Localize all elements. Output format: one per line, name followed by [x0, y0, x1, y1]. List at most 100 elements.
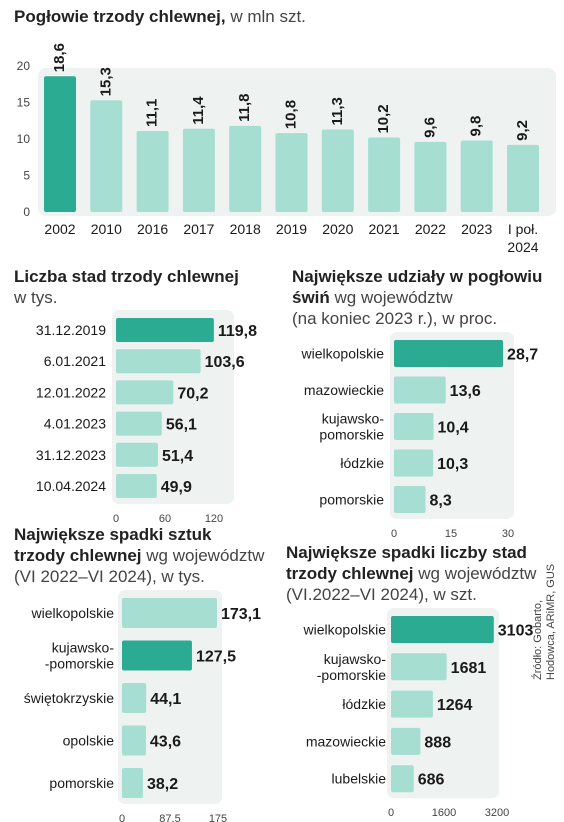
chart1-subtitle: w mln szt. [230, 7, 306, 26]
chart1-bar [460, 140, 493, 212]
chart1-data-label: 10,8 [282, 100, 299, 129]
chart2-bar [116, 411, 162, 436]
chart1-title: Pogłowie trzody chlewnej, w mln szt. [14, 6, 306, 27]
source-note: Źródło: Gobarto, Hodowca, ARiMR, GUS [532, 564, 558, 680]
chart3-bar [394, 486, 426, 513]
chart1-xtick: 2023 [461, 221, 492, 237]
chart4-subtitle: wg województw [146, 546, 265, 565]
chart1-bar [414, 141, 447, 212]
chart4-subtitle-2: (VI 2022–VI 2024), w tys. [14, 567, 205, 586]
chart1-data-label: 11,8 [236, 93, 253, 121]
chart2-category-label: 6.01.2021 [44, 353, 106, 369]
chart4-bar [122, 598, 217, 628]
chart2-category-label: 10.04.2024 [36, 478, 106, 494]
chart3-category-label-line2: pomorskie [319, 427, 384, 443]
chart5-title-bold-2: trzody chlewnej [286, 564, 414, 583]
chart3-title: Największe udziały w pogłowiu świń wg wo… [292, 266, 542, 329]
chart3-xtick: 15 [445, 528, 457, 540]
chart2-data-label: 119,8 [218, 323, 257, 340]
chart1-data-label: 11,1 [144, 99, 161, 127]
chart2-xtick: 0 [113, 513, 119, 525]
chart2-bar [116, 442, 158, 467]
source-line-1: Źródło: Gobarto, [532, 599, 544, 680]
chart4-category-label: świętokrzyskie [24, 690, 114, 706]
chart1-xtick: 2010 [91, 221, 122, 237]
chart5-subtitle-2: (VI.2022–VI 2024), w szt. [286, 585, 477, 604]
chart1-bar [44, 76, 76, 212]
chart4-xtick: 0 [119, 813, 125, 822]
chart3-subtitle: wg województw [334, 288, 453, 307]
chart3-category-label: kujawsko- [322, 411, 385, 427]
source-line-2: Hodowca, ARiMR, GUS [545, 563, 557, 680]
chart1-data-label: 11,4 [190, 96, 207, 125]
chart1-xtick: 2002 [44, 221, 75, 237]
chart1-title-bold: Pogłowie trzody chlewnej, [14, 7, 226, 26]
chart2-subtitle: w tys. [14, 288, 58, 307]
chart1-data-label: 10,2 [375, 104, 392, 133]
chart4-bar [122, 725, 146, 756]
chart1-bar [90, 100, 123, 212]
chart5-data-label: 686 [418, 772, 445, 789]
chart2-category-label: 31.12.2023 [36, 447, 106, 463]
chart4-data-label: 44,1 [150, 691, 181, 708]
chart1-xtick: 2021 [369, 221, 400, 237]
chart4-xtick: 175 [209, 813, 227, 822]
chart1-xtick: 2016 [137, 221, 168, 237]
chart2-data-label: 56,1 [166, 417, 197, 434]
chart1-xtick: I poł. [508, 221, 538, 237]
chart4-data-label: 43,6 [150, 734, 181, 751]
chart1-bar [275, 133, 308, 212]
chart5-category-label: kujawsko- [324, 651, 387, 667]
chart5-data-label: 1264 [437, 697, 473, 714]
chart2-data-label: 49,9 [161, 479, 192, 496]
chart3-category-label: wielkopolskie [301, 346, 385, 362]
chart4-category-label: pomorskie [49, 775, 114, 791]
chart5-xtick: 0 [388, 807, 394, 819]
chart1-bar [136, 130, 169, 212]
chart5-xtick: 1600 [432, 807, 456, 819]
chart2-xtick: 120 [205, 513, 223, 525]
chart1-data-label: 9,2 [514, 120, 531, 141]
chart1-bar [321, 129, 354, 212]
chart4-bar [122, 640, 192, 671]
chart4-title-bold: Największe spadki sztuk [14, 525, 212, 544]
chart5-bar [391, 616, 494, 643]
chart3-bar [394, 449, 434, 477]
chart3-subtitle-2: (na koniec 2023 r.), w proc. [292, 309, 498, 328]
chart1-bar [229, 125, 262, 212]
chart1-data-label: 11,3 [329, 97, 346, 125]
chart2-data-label: 103,6 [205, 354, 245, 371]
chart5-bar [391, 653, 447, 681]
chart5-category-label: wielkopolskie [303, 622, 387, 638]
chart4-category-label: wielkopolskie [31, 605, 115, 621]
chart5-data-label: 1681 [451, 660, 487, 677]
chart4-data-label: 38,2 [147, 776, 178, 793]
chart5-data-label: 3103 [498, 623, 534, 640]
chart1-bar [368, 137, 401, 212]
chart3-data-label: 13,6 [450, 383, 481, 400]
chart2-xtick: 60 [159, 513, 171, 525]
chart4-data-label: 173,1 [221, 606, 261, 623]
chart3-data-label: 28,7 [507, 347, 538, 364]
chart4-bar [122, 768, 143, 798]
chart2-title-bold: Liczba stad trzody chlewnej [14, 267, 239, 286]
chart1-data-label: 9,8 [468, 116, 485, 137]
chart4-category-label: kujawsko- [52, 640, 115, 656]
chart1-bar [182, 128, 215, 212]
chart2-bar [116, 474, 157, 498]
chart5-category-label: lubelskie [332, 771, 387, 787]
chart4-title: Największe spadki sztuk trzody chlewnej … [14, 524, 264, 587]
chart3-data-label: 10,3 [437, 456, 468, 473]
chart4-category-label-line2: -pomorskie [45, 656, 114, 672]
chart2-category-label: 12.01.2022 [36, 384, 106, 400]
chart5-bar [391, 765, 414, 793]
chart1-ytick: 0 [23, 205, 30, 219]
chart1-xtick-line2: 2024 [507, 239, 538, 255]
chart1-data-label: 18,6 [51, 43, 68, 72]
chart4-title-bold-2: trzody chlewnej [14, 546, 142, 565]
chart2-bar [116, 349, 201, 374]
chart2-bar [116, 380, 174, 405]
chart3-title-bold-2: świń [292, 288, 330, 307]
